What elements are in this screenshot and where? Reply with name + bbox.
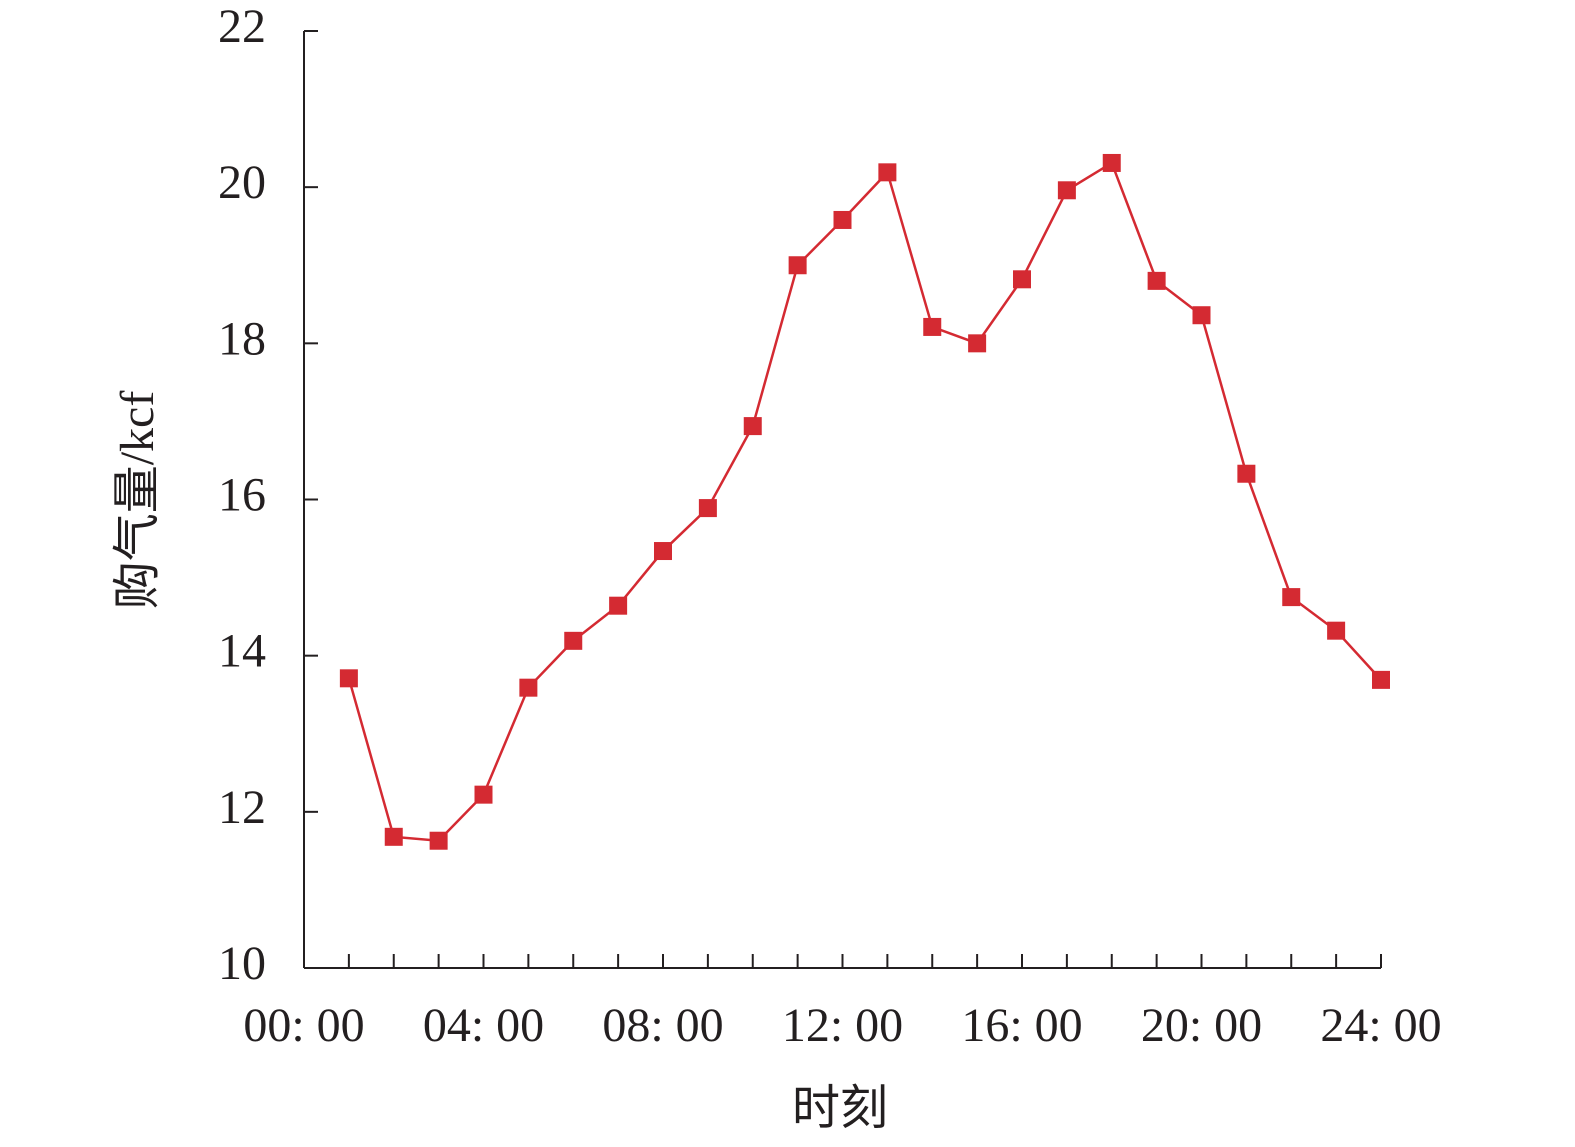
data-marker (564, 631, 583, 650)
y-tick-label: 14 (218, 625, 266, 678)
x-tick-label: 24: 00 (1320, 999, 1441, 1052)
x-tick-label: 04: 00 (423, 999, 544, 1052)
x-tick-label: 00: 00 (243, 999, 364, 1052)
data-marker (1192, 306, 1211, 325)
data-marker (1013, 270, 1031, 289)
data-marker (743, 417, 762, 436)
x-tick-label: 12: 00 (782, 999, 903, 1052)
x-tick-label: 16: 00 (961, 999, 1082, 1052)
data-marker (833, 210, 852, 229)
y-axis-label: 购气量/kcf (111, 391, 164, 610)
data-marker (1372, 670, 1390, 689)
data-marker (1237, 464, 1256, 483)
data-marker (519, 678, 538, 697)
y-tick-label: 22 (218, 0, 266, 53)
data-marker (1057, 181, 1076, 200)
data-marker (474, 785, 493, 804)
data-marker (654, 542, 672, 561)
data-marker (384, 827, 403, 846)
y-tick-label: 10 (218, 937, 266, 990)
data-marker (923, 317, 942, 336)
data-marker (1147, 271, 1166, 290)
data-marker (788, 256, 807, 275)
y-tick-label: 12 (218, 781, 266, 834)
y-tick-label: 16 (218, 469, 266, 522)
y-tick-label: 20 (218, 156, 266, 209)
data-marker (698, 499, 717, 518)
data-marker (1327, 621, 1346, 640)
data-marker (1282, 588, 1301, 607)
data-marker (1102, 153, 1121, 172)
y-tick-label: 18 (218, 312, 266, 365)
data-marker (609, 596, 628, 615)
data-marker (429, 831, 448, 850)
data-marker (968, 334, 987, 353)
data-line (347, 161, 1382, 843)
x-axis-label: 时刻 (792, 1082, 888, 1135)
x-tick-label: 08: 00 (602, 999, 723, 1052)
data-marker (339, 669, 358, 688)
x-tick-label: 20: 00 (1141, 999, 1262, 1052)
data-marker (878, 163, 897, 182)
